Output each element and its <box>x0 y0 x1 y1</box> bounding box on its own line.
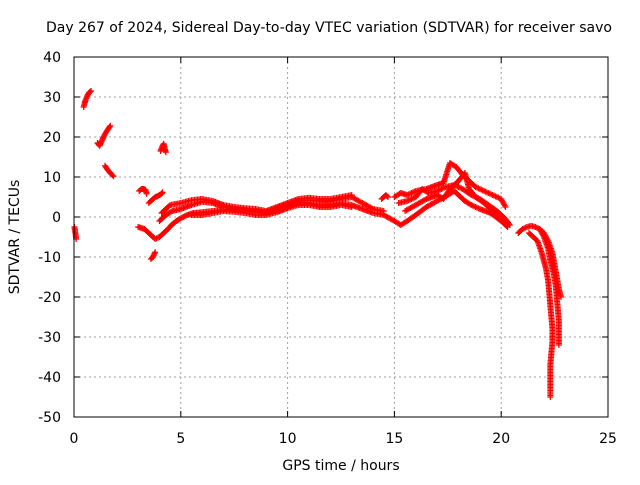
data-point <box>167 208 174 215</box>
data-point <box>152 249 159 256</box>
series-arc-14 <box>391 160 509 210</box>
series-arc-16 <box>395 182 513 228</box>
data-point <box>501 202 508 209</box>
y-tick-label: 10 <box>43 170 61 186</box>
data-point <box>506 222 513 228</box>
chart-title: Day 267 of 2024, Sidereal Day-to-day VTE… <box>46 20 612 36</box>
data-point <box>159 189 166 196</box>
x-tick-label: 10 <box>279 431 297 447</box>
data-point <box>348 192 355 198</box>
y-tick-label: -40 <box>38 370 61 386</box>
series-arc-19 <box>536 226 562 348</box>
data-point <box>422 196 429 203</box>
series-arc-18 <box>525 230 556 400</box>
series-arc-12 <box>188 202 355 218</box>
x-tick-label: 20 <box>492 431 510 447</box>
data-point <box>540 232 547 239</box>
series-arc-6 <box>145 189 166 206</box>
series-arc-7 <box>147 249 159 262</box>
points-layer <box>71 88 565 400</box>
data-point <box>384 194 391 200</box>
y-tick-label: -20 <box>38 290 61 306</box>
data-point <box>502 204 509 210</box>
y-tick-label: 30 <box>43 90 61 106</box>
data-point <box>547 394 554 400</box>
data-point <box>110 173 117 180</box>
series-arc-4 <box>101 162 117 180</box>
data-point <box>162 149 169 156</box>
x-tick-label: 0 <box>70 431 79 447</box>
y-tick-label: -50 <box>38 410 61 426</box>
x-tick-label: 5 <box>176 431 185 447</box>
data-point <box>348 204 355 210</box>
x-axis-title: GPS time / hours <box>282 458 399 474</box>
ticks-layer: -50 -40 -30 -20 -10 0 10 20 30 40 0 5 10 15 20 25 <box>38 50 617 447</box>
y-tick-label: -30 <box>38 330 61 346</box>
data-point <box>380 208 387 214</box>
series-arc-2 <box>80 88 95 110</box>
data-point <box>555 342 562 348</box>
data-point <box>88 88 95 94</box>
grid-layer <box>74 57 608 417</box>
data-point <box>368 205 375 212</box>
data-point <box>143 190 150 197</box>
y-tick-label: 0 <box>52 210 61 226</box>
series-arc-11 <box>158 192 355 216</box>
series-arc-1 <box>71 224 80 242</box>
series-arc-8 <box>157 140 169 156</box>
series-arc-13 <box>378 192 391 202</box>
data-point <box>383 193 390 199</box>
data-point <box>87 88 94 95</box>
data-point <box>505 220 512 227</box>
y-tick-label: -10 <box>38 250 61 266</box>
x-tick-label: 15 <box>385 431 403 447</box>
data-point <box>107 122 114 129</box>
data-point <box>106 123 113 130</box>
x-tick-label: 25 <box>599 431 617 447</box>
series-arc-5 <box>136 186 150 197</box>
y-tick-label: 40 <box>43 50 61 66</box>
plot-frame <box>73 56 609 418</box>
data-point <box>109 172 116 179</box>
y-tick-label: 20 <box>43 130 61 146</box>
y-axis-title: SDTVAR / TECUs <box>7 180 23 295</box>
series-arc-3 <box>94 122 114 149</box>
